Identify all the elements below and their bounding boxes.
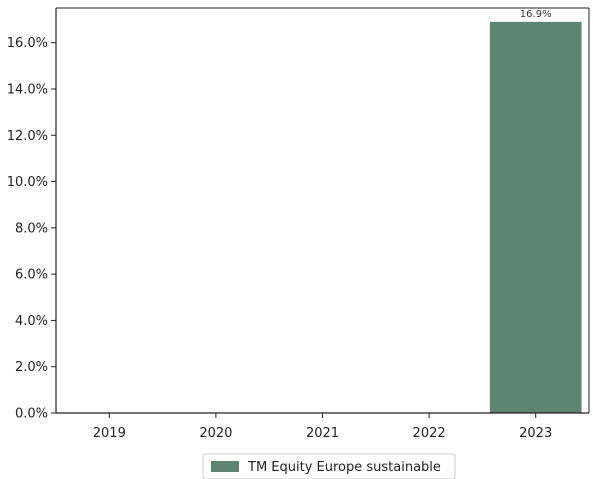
x-tick-label-2020: 2020 [199,426,232,441]
y-tick-label: 2.0% [15,360,48,375]
x-tick-label-2023: 2023 [519,426,552,441]
x-tick-label-2019: 2019 [93,426,126,441]
x-tick-label-2022: 2022 [413,426,446,441]
y-tick-label: 6.0% [15,268,48,283]
legend[interactable]: TM Equity Europe sustainable [202,453,456,479]
y-tick-label: 12.0% [7,129,48,144]
bar-2023 [489,21,582,414]
data-labels-layer: 16.9% [520,9,552,20]
y-tick-label: 4.0% [15,314,48,329]
y-tick-label: 8.0% [15,221,48,236]
y-tick-label: 10.0% [7,175,48,190]
y-tick-label: 14.0% [7,83,48,98]
axes-layer: 0.0% 2.0% 4.0% 6.0% 8.0% 10.0% 12.0% 14.0% 16.0%… [7,7,590,441]
y-tick-label: 16.0% [7,36,48,51]
y-tick-label: 0.0% [15,407,48,422]
x-tick-label-2021: 2021 [306,426,339,441]
bars-layer [489,21,582,414]
legend-swatch [211,461,239,472]
legend-box [202,453,456,479]
legend-label: TM Equity Europe sustainable [247,460,441,475]
data-label-2023: 16.9% [520,9,552,20]
